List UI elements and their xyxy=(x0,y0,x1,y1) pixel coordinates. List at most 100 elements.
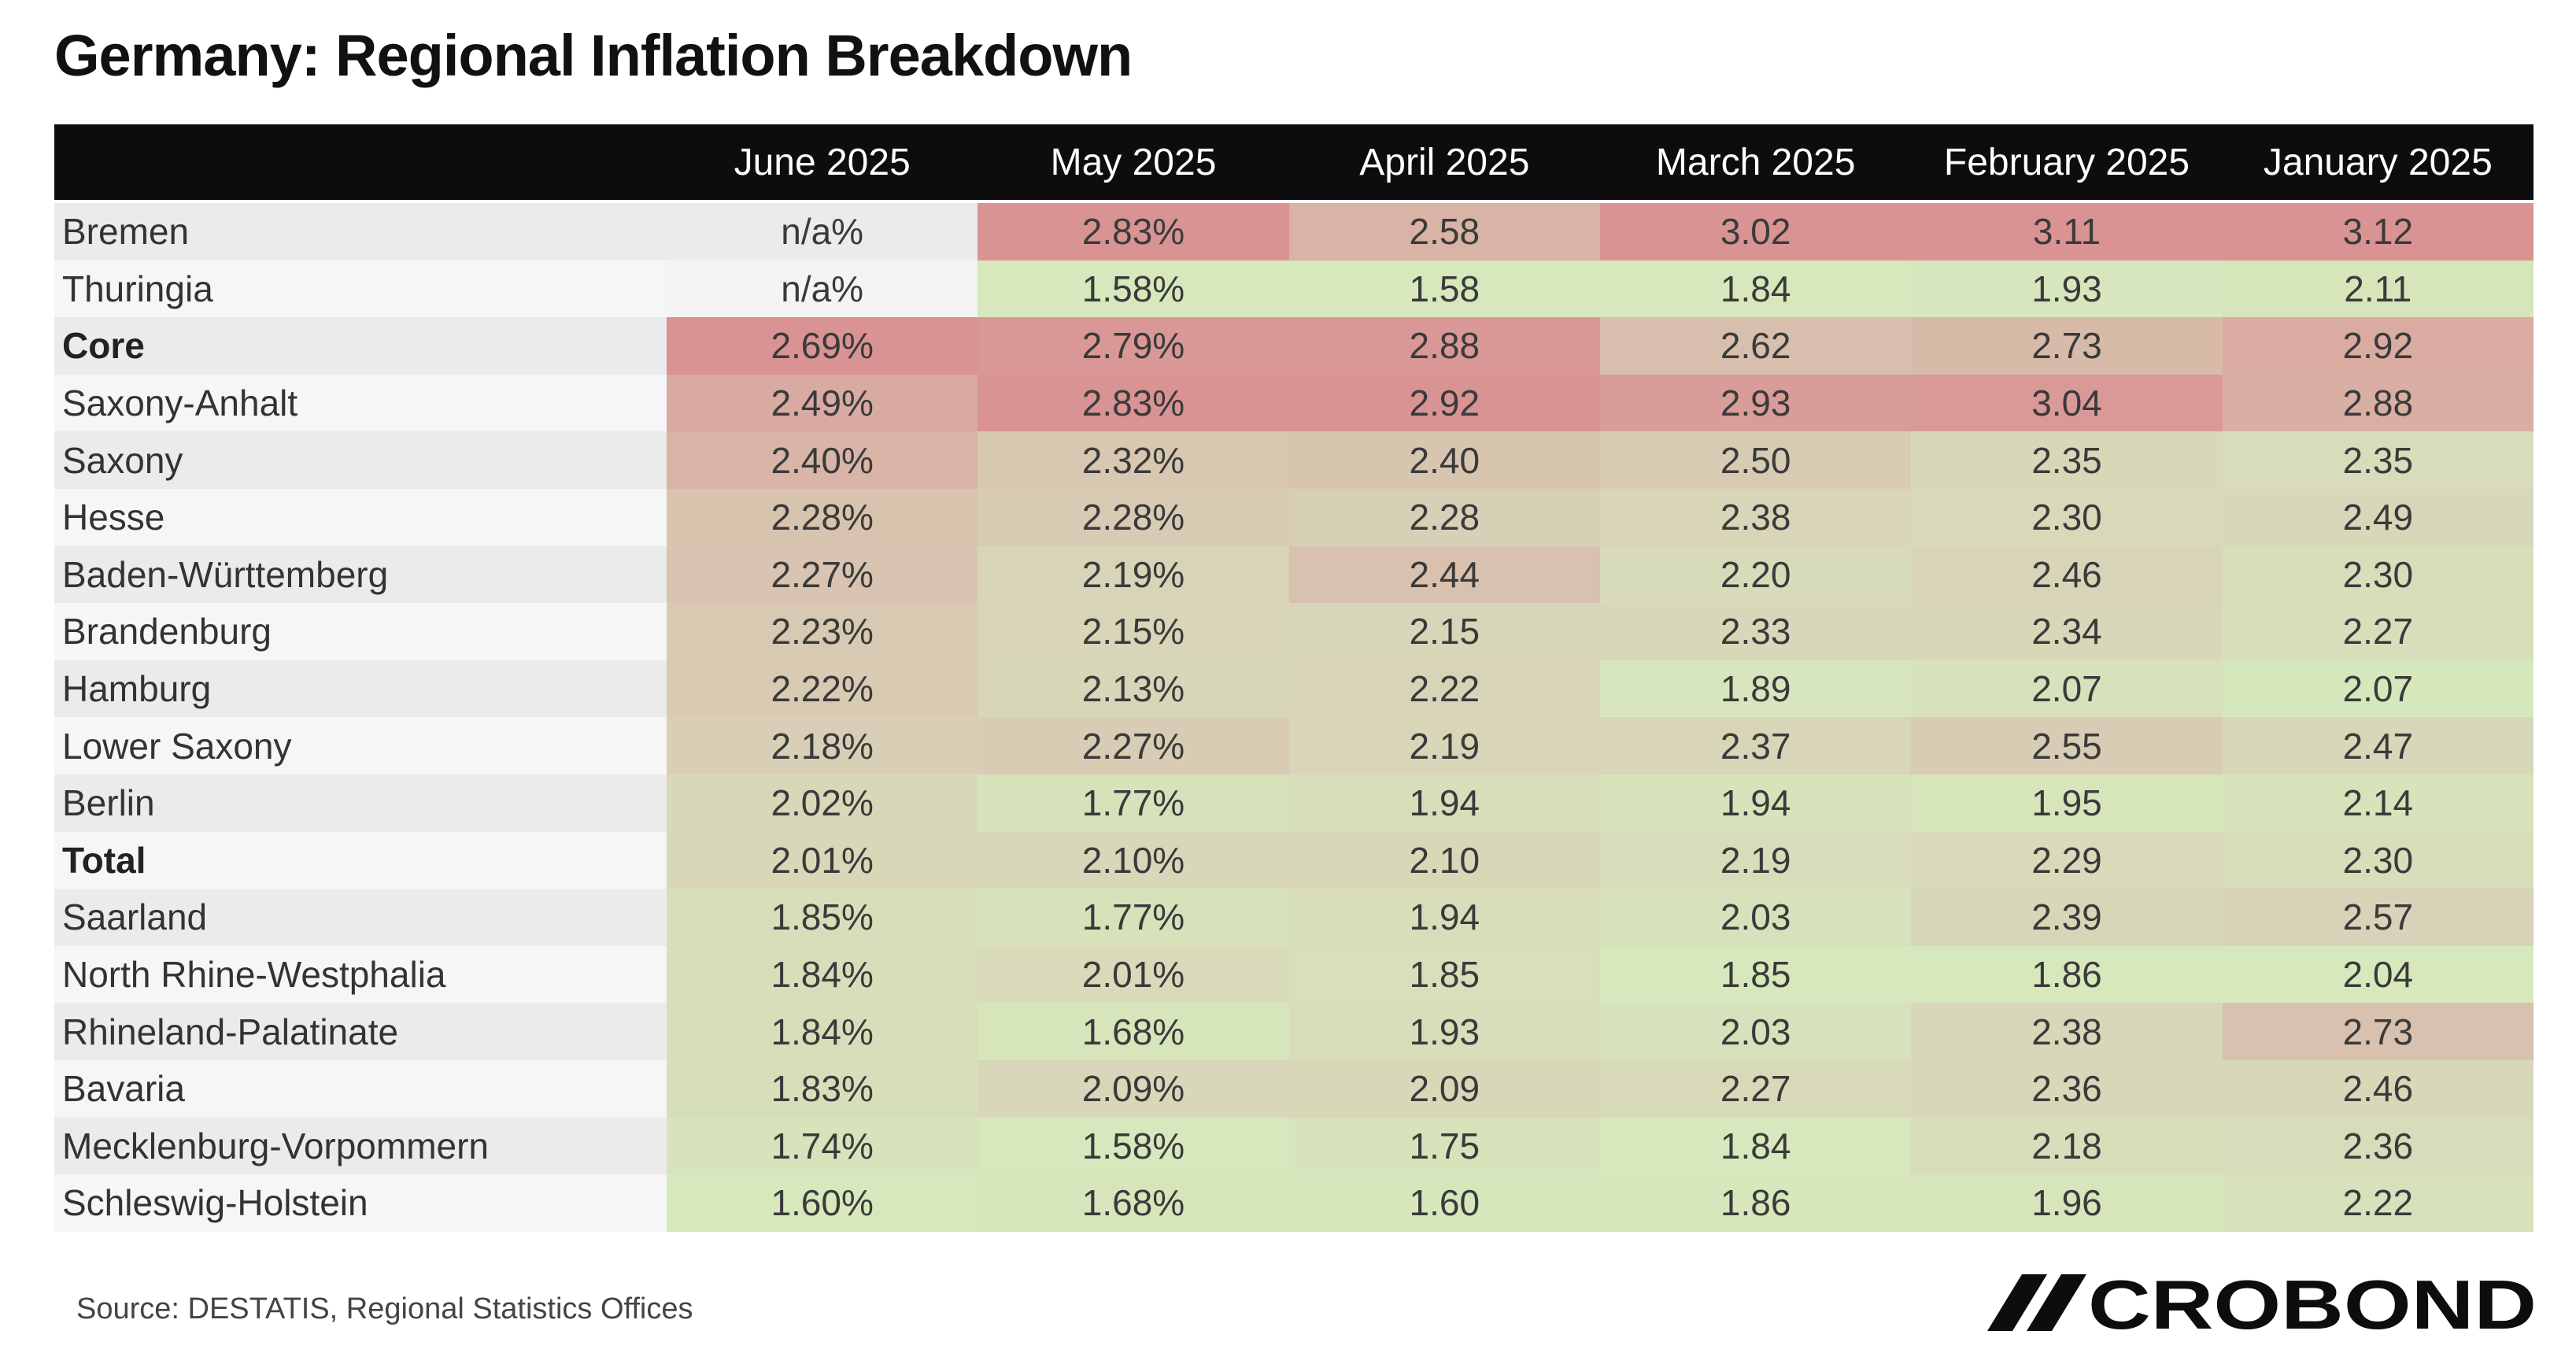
heat-cell: 2.01% xyxy=(667,831,978,889)
heat-cell: 2.15 xyxy=(1288,603,1600,660)
row-label: Baden-Württemberg xyxy=(54,545,667,604)
table-row: Baden-Württemberg 2.27% 2.19% 2.44 2.20 2.46 2… xyxy=(54,545,2533,604)
heat-cell: 2.38 xyxy=(1599,488,1912,546)
heat-cell: 2.19% xyxy=(978,545,1289,604)
heat-cell: 2.58 xyxy=(1288,200,1600,261)
heat-cell: 1.86 xyxy=(1911,945,2223,1004)
macrobond-logo: CROBOND xyxy=(1987,1271,2537,1334)
heat-cell: 2.11 xyxy=(2222,260,2533,318)
heat-cell: 2.40 xyxy=(1288,431,1600,489)
row-label: Schleswig-Holstein xyxy=(54,1174,667,1232)
heat-cell: 2.46 xyxy=(2222,1059,2533,1118)
heat-cell: 2.07 xyxy=(1911,660,2223,718)
heat-cell: 2.30 xyxy=(2222,545,2533,604)
heat-cell: 2.07 xyxy=(2222,660,2533,718)
row-label: Rhineland-Palatinate xyxy=(54,1003,667,1060)
heat-cell: 2.10% xyxy=(978,831,1289,889)
table-row: North Rhine-Westphalia 1.84% 2.01% 1.85 1.85… xyxy=(54,945,2533,1004)
heat-cell: 2.18 xyxy=(1911,1117,2223,1175)
heat-cell: 2.69% xyxy=(667,317,978,375)
heatmap-table: June 2025 May 2025 April 2025 March 2025 Feb… xyxy=(54,124,2533,1232)
heat-cell: 1.58% xyxy=(978,1117,1289,1175)
heat-cell: 2.27 xyxy=(1599,1059,1912,1118)
heat-cell: 1.77% xyxy=(978,889,1289,946)
row-label: Lower Saxony xyxy=(54,717,667,774)
heat-cell: n/a% xyxy=(667,260,978,318)
heat-cell: 2.57 xyxy=(2222,889,2533,946)
table-row: Hesse 2.28% 2.28% 2.28 2.38 2.30 2.49 xyxy=(54,488,2533,546)
heat-cell: 2.36 xyxy=(2222,1117,2533,1175)
row-label: Bremen xyxy=(54,200,667,261)
heat-cell: n/a% xyxy=(667,200,978,261)
heat-cell: 2.19 xyxy=(1288,717,1600,774)
table-row: Saxony-Anhalt 2.49% 2.83% 2.92 2.93 3.04 2.88 xyxy=(54,374,2533,432)
heat-cell: 2.88 xyxy=(1288,317,1600,375)
heat-cell: 2.50 xyxy=(1599,431,1912,489)
row-label: Hesse xyxy=(54,488,667,546)
heat-cell: 2.73 xyxy=(1911,317,2223,375)
heat-cell: 2.44 xyxy=(1288,545,1600,604)
table-row: Bavaria 1.83% 2.09% 2.09 2.27 2.36 2.46 xyxy=(54,1059,2533,1118)
column-header: January 2025 xyxy=(2222,124,2533,201)
heat-cell: 2.47 xyxy=(2222,717,2533,774)
heat-cell: 2.03 xyxy=(1599,889,1912,946)
row-label: Saxony-Anhalt xyxy=(54,374,667,432)
heat-cell: 1.89 xyxy=(1599,660,1912,718)
heat-cell: 2.28 xyxy=(1288,488,1600,546)
heat-cell: 1.85% xyxy=(667,889,978,946)
heat-cell: 2.28% xyxy=(978,488,1289,546)
heat-cell: 2.92 xyxy=(2222,317,2533,375)
heat-cell: 2.20 xyxy=(1599,545,1912,604)
row-label: Saxony xyxy=(54,431,667,489)
heat-cell: 2.33 xyxy=(1599,603,1912,660)
heat-cell: 3.04 xyxy=(1911,374,2223,432)
table-header: June 2025 May 2025 April 2025 March 2025 Feb… xyxy=(54,124,2533,201)
column-header: June 2025 xyxy=(667,124,978,201)
heat-cell: 2.23% xyxy=(667,603,978,660)
table-row: Schleswig-Holstein 1.60% 1.68% 1.60 1.86 1.96… xyxy=(54,1174,2533,1232)
heat-cell: 2.09 xyxy=(1288,1059,1600,1118)
table-row: Total 2.01% 2.10% 2.10 2.19 2.29 2.30 xyxy=(54,831,2533,889)
heat-cell: 1.94 xyxy=(1288,889,1600,946)
heat-cell: 1.86 xyxy=(1599,1174,1912,1232)
heat-cell: 1.84 xyxy=(1599,260,1912,318)
heat-cell: 2.92 xyxy=(1288,374,1600,432)
heat-cell: 1.85 xyxy=(1288,945,1600,1004)
column-header: February 2025 xyxy=(1911,124,2223,201)
heat-cell: 1.68% xyxy=(978,1174,1289,1232)
heat-cell: 1.77% xyxy=(978,774,1289,832)
heat-cell: 2.37 xyxy=(1599,717,1912,774)
heat-cell: 1.94 xyxy=(1599,774,1912,832)
heat-cell: 2.88 xyxy=(2222,374,2533,432)
heat-cell: 2.18% xyxy=(667,717,978,774)
heat-cell: 2.02% xyxy=(667,774,978,832)
heat-cell: 2.40% xyxy=(667,431,978,489)
heat-cell: 2.19 xyxy=(1599,831,1912,889)
heat-cell: 2.04 xyxy=(2222,945,2533,1004)
heat-cell: 2.83% xyxy=(978,374,1289,432)
heat-cell: 3.11 xyxy=(1911,200,2223,261)
row-label-header xyxy=(54,124,667,201)
table-row: Hamburg 2.22% 2.13% 2.22 1.89 2.07 2.07 xyxy=(54,660,2533,718)
heat-cell: 1.60% xyxy=(667,1174,978,1232)
page-title: Germany: Regional Inflation Breakdown xyxy=(54,23,1133,88)
heat-cell: 2.36 xyxy=(1911,1059,2223,1118)
heat-cell: 2.49% xyxy=(667,374,978,432)
heat-cell: 2.22 xyxy=(2222,1174,2533,1232)
heat-cell: 2.28% xyxy=(667,488,978,546)
heat-cell: 2.32% xyxy=(978,431,1289,489)
column-header: March 2025 xyxy=(1599,124,1912,201)
heat-cell: 2.27 xyxy=(2222,603,2533,660)
heat-cell: 1.74% xyxy=(667,1117,978,1175)
table-body: Bremen n/a% 2.83% 2.58 3.02 3.11 3.12 Thuringia… xyxy=(54,200,2533,1232)
heat-cell: 1.93 xyxy=(1288,1003,1600,1060)
column-header: April 2025 xyxy=(1288,124,1600,201)
table-row: Thuringia n/a% 1.58% 1.58 1.84 1.93 2.11 xyxy=(54,260,2533,318)
table-row: Lower Saxony 2.18% 2.27% 2.19 2.37 2.55 2.47 xyxy=(54,717,2533,774)
heat-cell: 2.13% xyxy=(978,660,1289,718)
heat-cell: 2.30 xyxy=(1911,488,2223,546)
heat-cell: 2.01% xyxy=(978,945,1289,1004)
heat-cell: 1.84% xyxy=(667,945,978,1004)
heat-cell: 2.35 xyxy=(1911,431,2223,489)
heat-cell: 2.15% xyxy=(978,603,1289,660)
